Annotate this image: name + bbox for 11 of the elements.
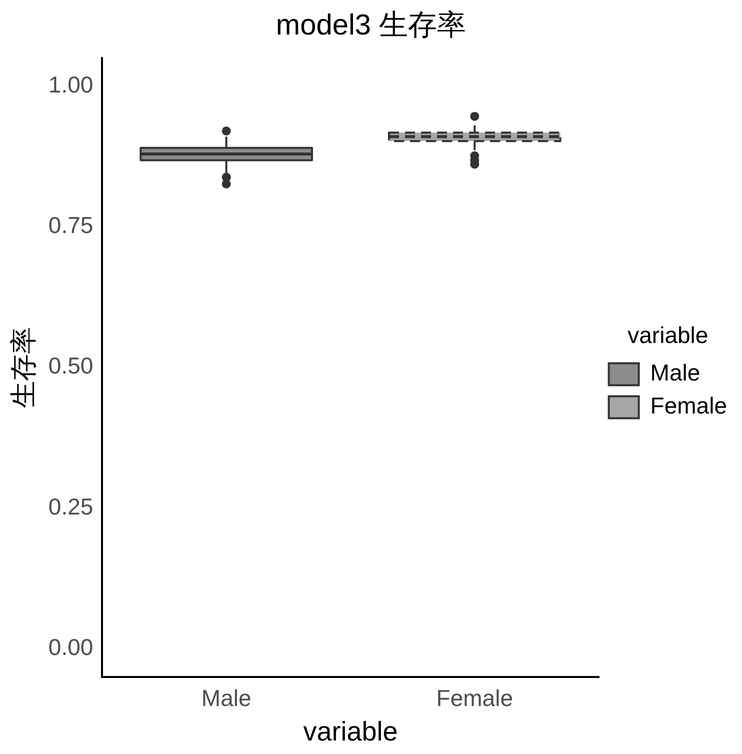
y-tick-label: 0.50: [48, 352, 94, 379]
y-axis-title: 生存率: [8, 326, 39, 408]
legend-label: Female: [650, 392, 728, 419]
x-axis-title: variable: [303, 716, 398, 746]
legend-title: variable: [628, 322, 708, 348]
chart-title: model3 生存率: [276, 9, 466, 42]
y-tick-label: 1.00: [48, 71, 94, 98]
legend-label: Male: [650, 360, 700, 386]
y-tick-label: 0.25: [48, 493, 94, 520]
y-tick-label: 0.00: [48, 634, 94, 660]
y-tick-label: 0.75: [48, 212, 94, 238]
